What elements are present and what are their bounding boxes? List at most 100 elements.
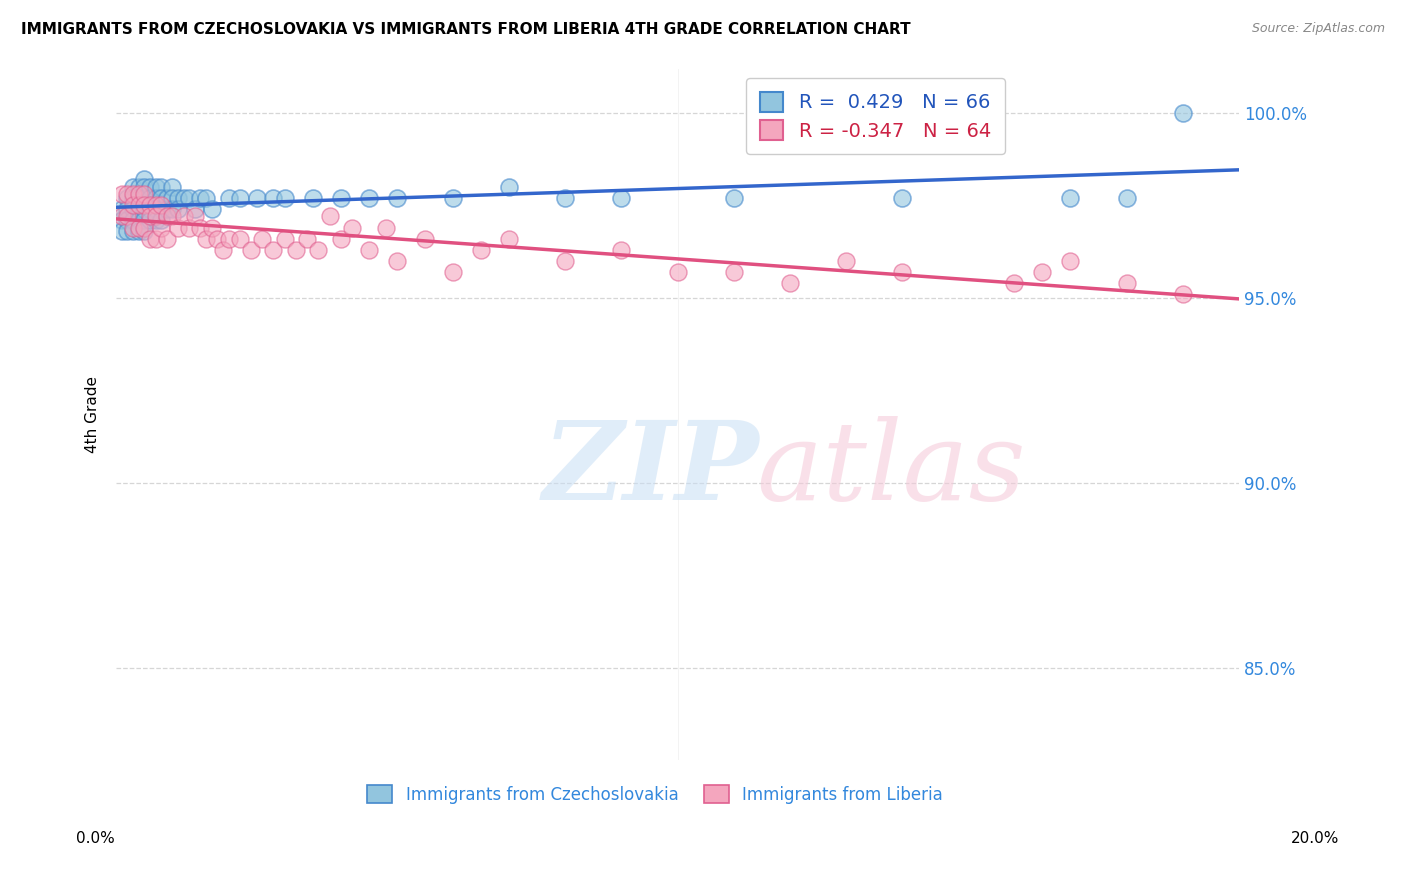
Point — [139, 210, 162, 224]
Point — [262, 243, 284, 257]
Text: 0.0%: 0.0% — [76, 831, 115, 846]
Point — [128, 202, 150, 216]
Point — [156, 191, 179, 205]
Point — [666, 265, 689, 279]
Point — [150, 213, 173, 227]
Point — [167, 202, 190, 216]
Point — [329, 191, 352, 205]
Point — [1059, 253, 1081, 268]
Point — [111, 210, 134, 224]
Point — [139, 232, 162, 246]
Point — [134, 187, 156, 202]
Point — [240, 243, 263, 257]
Point — [318, 210, 340, 224]
Legend: Immigrants from Czechoslovakia, Immigrants from Liberia: Immigrants from Czechoslovakia, Immigran… — [361, 779, 949, 811]
Point — [195, 191, 218, 205]
Point — [117, 202, 139, 216]
Point — [554, 253, 576, 268]
Point — [835, 253, 858, 268]
Point — [150, 202, 173, 216]
Point — [139, 198, 162, 212]
Point — [128, 179, 150, 194]
Point — [1031, 265, 1053, 279]
Point — [413, 232, 436, 246]
Point — [1059, 191, 1081, 205]
Point — [117, 210, 139, 224]
Point — [139, 179, 162, 194]
Text: ZIP: ZIP — [543, 416, 759, 524]
Text: 20.0%: 20.0% — [1291, 831, 1339, 846]
Point — [134, 191, 156, 205]
Point — [134, 179, 156, 194]
Point — [374, 220, 396, 235]
Point — [145, 213, 167, 227]
Point — [134, 224, 156, 238]
Point — [250, 232, 273, 246]
Point — [498, 232, 520, 246]
Point — [498, 179, 520, 194]
Point — [139, 191, 162, 205]
Y-axis label: 4th Grade: 4th Grade — [86, 376, 100, 453]
Point — [610, 243, 633, 257]
Point — [111, 213, 134, 227]
Point — [173, 191, 195, 205]
Point — [134, 220, 156, 235]
Point — [122, 213, 145, 227]
Point — [723, 191, 745, 205]
Point — [117, 187, 139, 202]
Text: Source: ZipAtlas.com: Source: ZipAtlas.com — [1251, 22, 1385, 36]
Point — [357, 191, 380, 205]
Point — [145, 232, 167, 246]
Point — [179, 191, 201, 205]
Point — [723, 265, 745, 279]
Point — [122, 198, 145, 212]
Text: atlas: atlas — [756, 416, 1026, 524]
Point — [145, 202, 167, 216]
Point — [139, 213, 162, 227]
Point — [212, 243, 235, 257]
Point — [184, 210, 207, 224]
Point — [134, 198, 156, 212]
Point — [122, 179, 145, 194]
Point — [111, 202, 134, 216]
Point — [1115, 276, 1137, 290]
Point — [284, 243, 307, 257]
Point — [128, 213, 150, 227]
Point — [145, 179, 167, 194]
Point — [184, 202, 207, 216]
Point — [134, 172, 156, 186]
Point — [128, 224, 150, 238]
Point — [190, 220, 212, 235]
Point — [1002, 276, 1025, 290]
Point — [167, 220, 190, 235]
Text: IMMIGRANTS FROM CZECHOSLOVAKIA VS IMMIGRANTS FROM LIBERIA 4TH GRADE CORRELATION : IMMIGRANTS FROM CZECHOSLOVAKIA VS IMMIGR… — [21, 22, 911, 37]
Point — [554, 191, 576, 205]
Point — [201, 202, 224, 216]
Point — [145, 191, 167, 205]
Point — [610, 191, 633, 205]
Point — [229, 232, 252, 246]
Point — [145, 198, 167, 212]
Point — [122, 202, 145, 216]
Point — [173, 210, 195, 224]
Point — [201, 220, 224, 235]
Point — [150, 198, 173, 212]
Point — [162, 202, 184, 216]
Point — [470, 243, 492, 257]
Point — [307, 243, 329, 257]
Point — [385, 191, 408, 205]
Point — [207, 232, 229, 246]
Point — [245, 191, 267, 205]
Point — [329, 232, 352, 246]
Point — [156, 202, 179, 216]
Point — [150, 220, 173, 235]
Point — [1171, 287, 1194, 301]
Point — [295, 232, 318, 246]
Point — [891, 191, 914, 205]
Point — [145, 210, 167, 224]
Point — [122, 224, 145, 238]
Point — [128, 220, 150, 235]
Point — [195, 232, 218, 246]
Point — [111, 187, 134, 202]
Point — [779, 276, 801, 290]
